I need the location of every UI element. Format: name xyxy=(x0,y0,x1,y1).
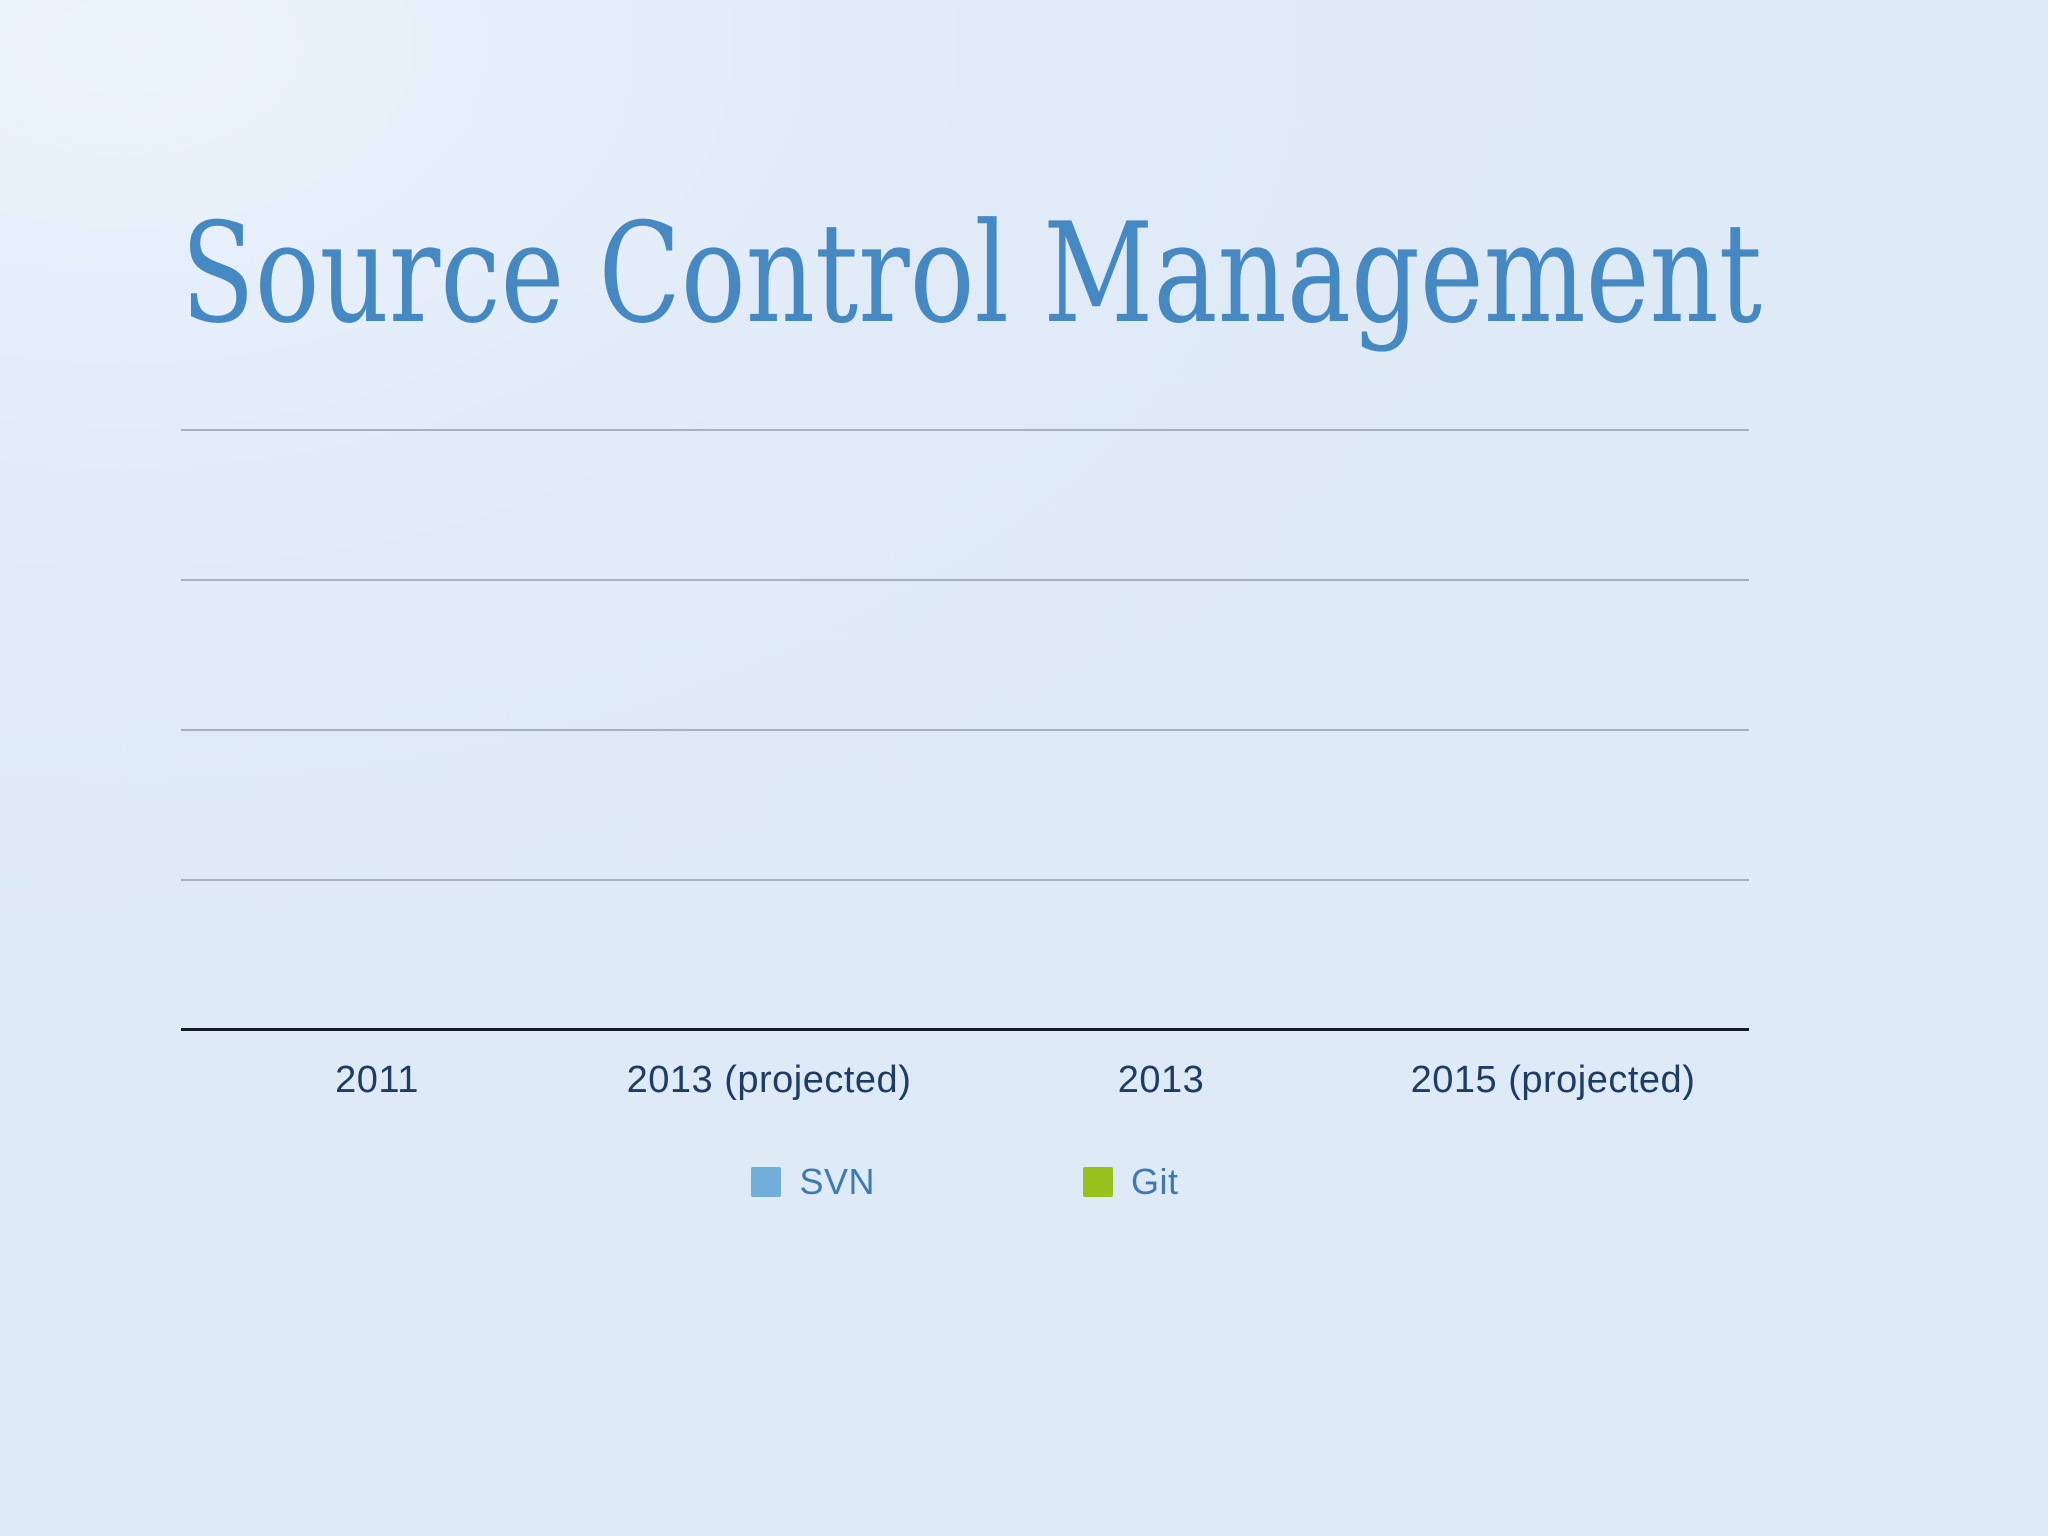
legend-item-svn[interactable]: SVN xyxy=(751,1164,875,1200)
legend-label: SVN xyxy=(799,1161,875,1202)
x-axis-labels: 2011 2013 (projected) 2013 2015 (project… xyxy=(181,1056,1749,1104)
legend-label: Git xyxy=(1131,1161,1179,1202)
chart-plot-area xyxy=(181,330,1749,1031)
x-axis-label: 2013 (projected) xyxy=(626,1059,912,1101)
x-axis-label: 2013 xyxy=(1117,1059,1205,1101)
chart-legend: SVN Git xyxy=(181,1164,1749,1200)
horizontal-gridline xyxy=(181,879,1749,881)
horizontal-gridline xyxy=(181,429,1749,431)
x-axis-baseline xyxy=(181,1028,1749,1031)
page-title: Source Control Management xyxy=(181,193,1763,354)
git-series-swatch-icon xyxy=(1083,1167,1113,1197)
legend-item-git[interactable]: Git xyxy=(1083,1164,1179,1200)
x-axis-label: 2015 (projected) xyxy=(1410,1059,1696,1101)
svn-series-swatch-icon xyxy=(751,1167,782,1197)
x-axis-label: 2011 xyxy=(335,1059,419,1101)
horizontal-gridline xyxy=(181,729,1749,731)
horizontal-gridline xyxy=(181,579,1749,581)
